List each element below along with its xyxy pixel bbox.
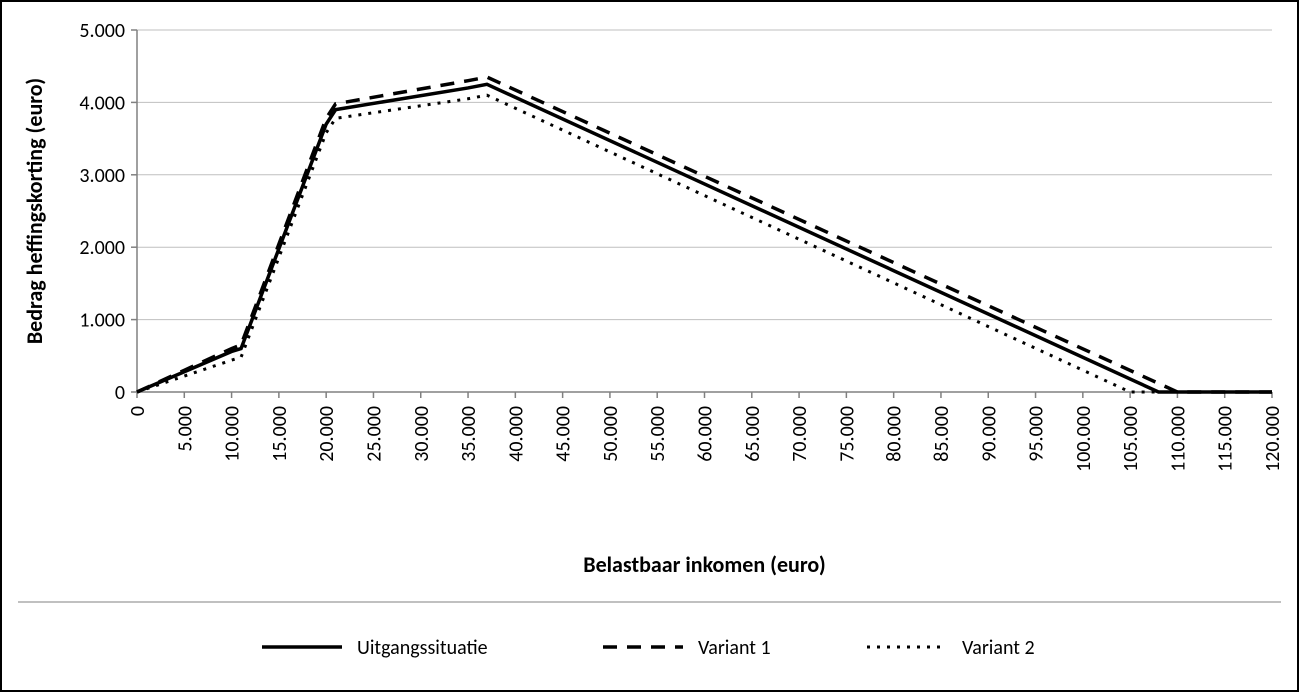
y-tick-label: 3.000 (79, 164, 125, 188)
y-axis-label: Bedrag heffingskorting (euro) (21, 78, 48, 344)
chart-container: { "chart": { "type": "line", "background… (2, 2, 1297, 690)
x-tick-label: 30.000 (410, 406, 434, 462)
x-tick-label: 35.000 (457, 406, 481, 462)
plot-area (137, 30, 1272, 392)
y-tick-label: 5.000 (79, 19, 125, 43)
x-tick-label: 40.000 (504, 406, 528, 462)
legend-label: Variant 1 (698, 636, 771, 660)
y-tick-label: 0 (115, 381, 125, 405)
x-tick-label: 85.000 (930, 406, 954, 462)
x-tick-labels: 0 5.000 10.000 15.000 20.000 25.000 30.000 35.0… (126, 406, 1285, 472)
chart-frame: { "chart": { "type": "line", "background… (0, 0, 1299, 692)
x-tick-label: 95.000 (1025, 406, 1049, 462)
x-tick-label: 50.000 (599, 406, 623, 462)
x-tick-label: 15.000 (268, 406, 292, 462)
line-chart: 0 1.000 2.000 3.000 4.000 5.000 0 5.000 10.000 1… (2, 2, 1297, 690)
x-tick-label: 110.000 (1166, 406, 1190, 472)
x-tick-label: 20.000 (315, 406, 339, 462)
legend-label: Variant 2 (962, 636, 1035, 660)
x-tick-label: 60.000 (694, 406, 718, 462)
x-tick-label: 105.000 (1119, 406, 1143, 472)
x-tick-label: 5.000 (173, 406, 197, 452)
x-tick-label: 65.000 (741, 406, 765, 462)
x-tick-label: 10.000 (221, 406, 245, 462)
y-tick-label: 1.000 (79, 309, 125, 333)
x-tick-label: 45.000 (552, 406, 576, 462)
x-tick-label: 70.000 (788, 406, 812, 462)
x-tick-label: 100.000 (1072, 406, 1096, 472)
legend: Uitgangssituatie Variant 1 Variant 2 (262, 636, 1035, 660)
x-tick-label: 25.000 (362, 406, 386, 462)
x-tick-label: 55.000 (646, 406, 670, 462)
x-axis-label: Belastbaar inkomen (euro) (583, 551, 826, 578)
x-tick-label: 0 (126, 406, 150, 416)
y-tick-label: 4.000 (79, 91, 125, 115)
y-tick-labels: 0 1.000 2.000 3.000 4.000 5.000 (79, 19, 125, 405)
x-tick-label: 90.000 (977, 406, 1001, 462)
y-tick-label: 2.000 (79, 236, 125, 260)
x-tick-label: 115.000 (1214, 406, 1238, 472)
legend-label: Uitgangssituatie (357, 636, 488, 660)
x-tick-label: 75.000 (835, 406, 859, 462)
x-tick-label: 80.000 (883, 406, 907, 462)
x-tick-label: 120.000 (1261, 406, 1285, 472)
